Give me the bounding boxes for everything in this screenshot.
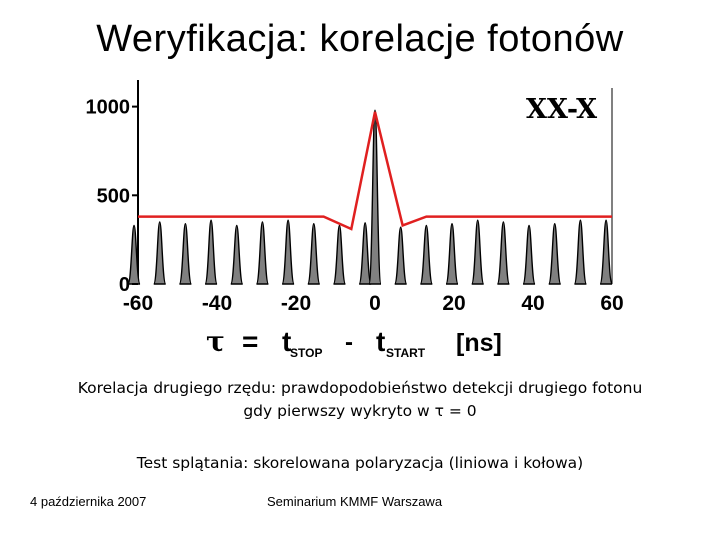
chart-title: XX-X: [526, 94, 597, 125]
xlabel-tau: τ: [206, 325, 225, 358]
histogram-peak: [127, 224, 141, 285]
correlation-chart: 0 500 1000 -60 -40 -20 0 20 40 60 XX-X τ = t STO…: [60, 78, 640, 360]
caption-line-1: Korelacja drugiego rzędu: prawdopodobień…: [77, 379, 643, 397]
x-ticks: -60 -40 -20 0 20 40 60: [123, 292, 624, 315]
histogram-peak: [522, 224, 536, 285]
xlabel-equals: =: [242, 326, 258, 357]
histogram-peak: [599, 219, 613, 285]
footer-event: Seminarium KMMF Warszawa: [267, 494, 443, 509]
x-tick-label: 0: [369, 292, 381, 315]
y-tick-label: 1000: [86, 97, 131, 119]
histogram-peak: [548, 222, 562, 285]
xlabel-minus: -: [345, 329, 353, 356]
histogram-peak: [358, 222, 372, 285]
x-axis-label: τ = t STOP - t START [ns]: [206, 325, 502, 360]
histogram-peak: [573, 219, 588, 285]
x-tick-label: 40: [521, 292, 544, 315]
y-tick-label: 0: [119, 274, 130, 296]
histogram-peak: [393, 226, 408, 285]
histogram-peak: [496, 221, 511, 285]
xlabel-t-start: t: [376, 326, 385, 357]
footer-date: 4 października 2007: [30, 494, 147, 509]
plot-area: [127, 80, 613, 285]
x-tick-label: -20: [281, 292, 311, 315]
histogram-peaks: [127, 109, 613, 285]
histogram-peak: [153, 221, 167, 285]
histogram-peak: [332, 224, 347, 285]
histogram-peak: [281, 219, 295, 285]
histogram-peak: [204, 219, 218, 285]
xlabel-unit: [ns]: [456, 329, 502, 357]
histogram-peak: [255, 221, 270, 285]
histogram-peak: [445, 222, 459, 285]
histogram-peak: [471, 219, 485, 285]
y-tick-label: 500: [97, 185, 130, 207]
x-tick-label: -60: [123, 292, 153, 315]
caption-line-3: Test splątania: skorelowana polaryzacja …: [136, 454, 584, 472]
histogram-peak: [368, 109, 382, 285]
histogram-peak: [307, 222, 321, 285]
xlabel-start-subscript: START: [386, 346, 426, 360]
x-tick-label: -40: [202, 292, 232, 315]
caption-line-2: gdy pierwszy wykryto w τ = 0: [243, 402, 477, 420]
histogram-peak: [419, 224, 434, 285]
xlabel-t-stop: t: [282, 326, 291, 357]
xlabel-stop-subscript: STOP: [290, 346, 322, 360]
envelope-line: [138, 111, 612, 231]
slide-title: Weryfikacja: korelacje fotonów: [96, 18, 624, 60]
x-tick-label: 20: [442, 292, 465, 315]
histogram-peak: [230, 224, 244, 285]
chart-svg: 0 500 1000 -60 -40 -20 0 20 40 60 XX-X τ = t STO…: [86, 80, 624, 360]
x-tick-label: 60: [600, 292, 623, 315]
y-ticks: 0 500 1000: [86, 97, 138, 296]
histogram-peak: [178, 222, 193, 285]
